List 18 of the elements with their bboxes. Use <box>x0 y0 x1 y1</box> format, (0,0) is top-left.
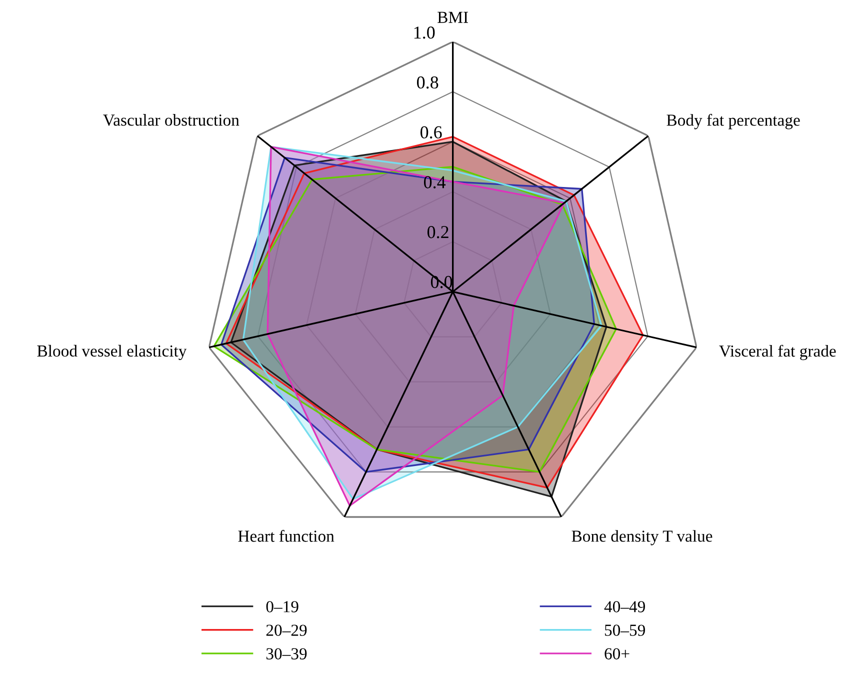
spoke-label: Vascular obstruction <box>103 114 240 126</box>
legend-label: 40–49 <box>604 601 645 612</box>
legend-label: 50–59 <box>604 624 645 636</box>
legend-label: 20–29 <box>266 624 307 636</box>
y-tick-label: 0.2 <box>427 226 448 238</box>
y-tick-label: 0.8 <box>417 76 438 89</box>
legend-label: 30–39 <box>266 648 307 660</box>
legend-label: 0–19 <box>266 601 298 612</box>
spoke-label: Visceral fat grade <box>719 344 836 360</box>
spoke-label: Heart function <box>238 530 334 542</box>
spoke-label: BMI <box>438 12 468 23</box>
y-tick-label: 1.0 <box>414 26 435 39</box>
y-tick-label: 0.4 <box>424 176 446 188</box>
spoke-label: Body fat percentage <box>666 114 800 130</box>
y-tick-label: 0.6 <box>420 126 442 139</box>
legend-label: 60+ <box>604 648 630 660</box>
spoke-label: Bone density T value <box>572 530 712 546</box>
spoke-label: Blood vessel elasticity <box>37 344 187 360</box>
